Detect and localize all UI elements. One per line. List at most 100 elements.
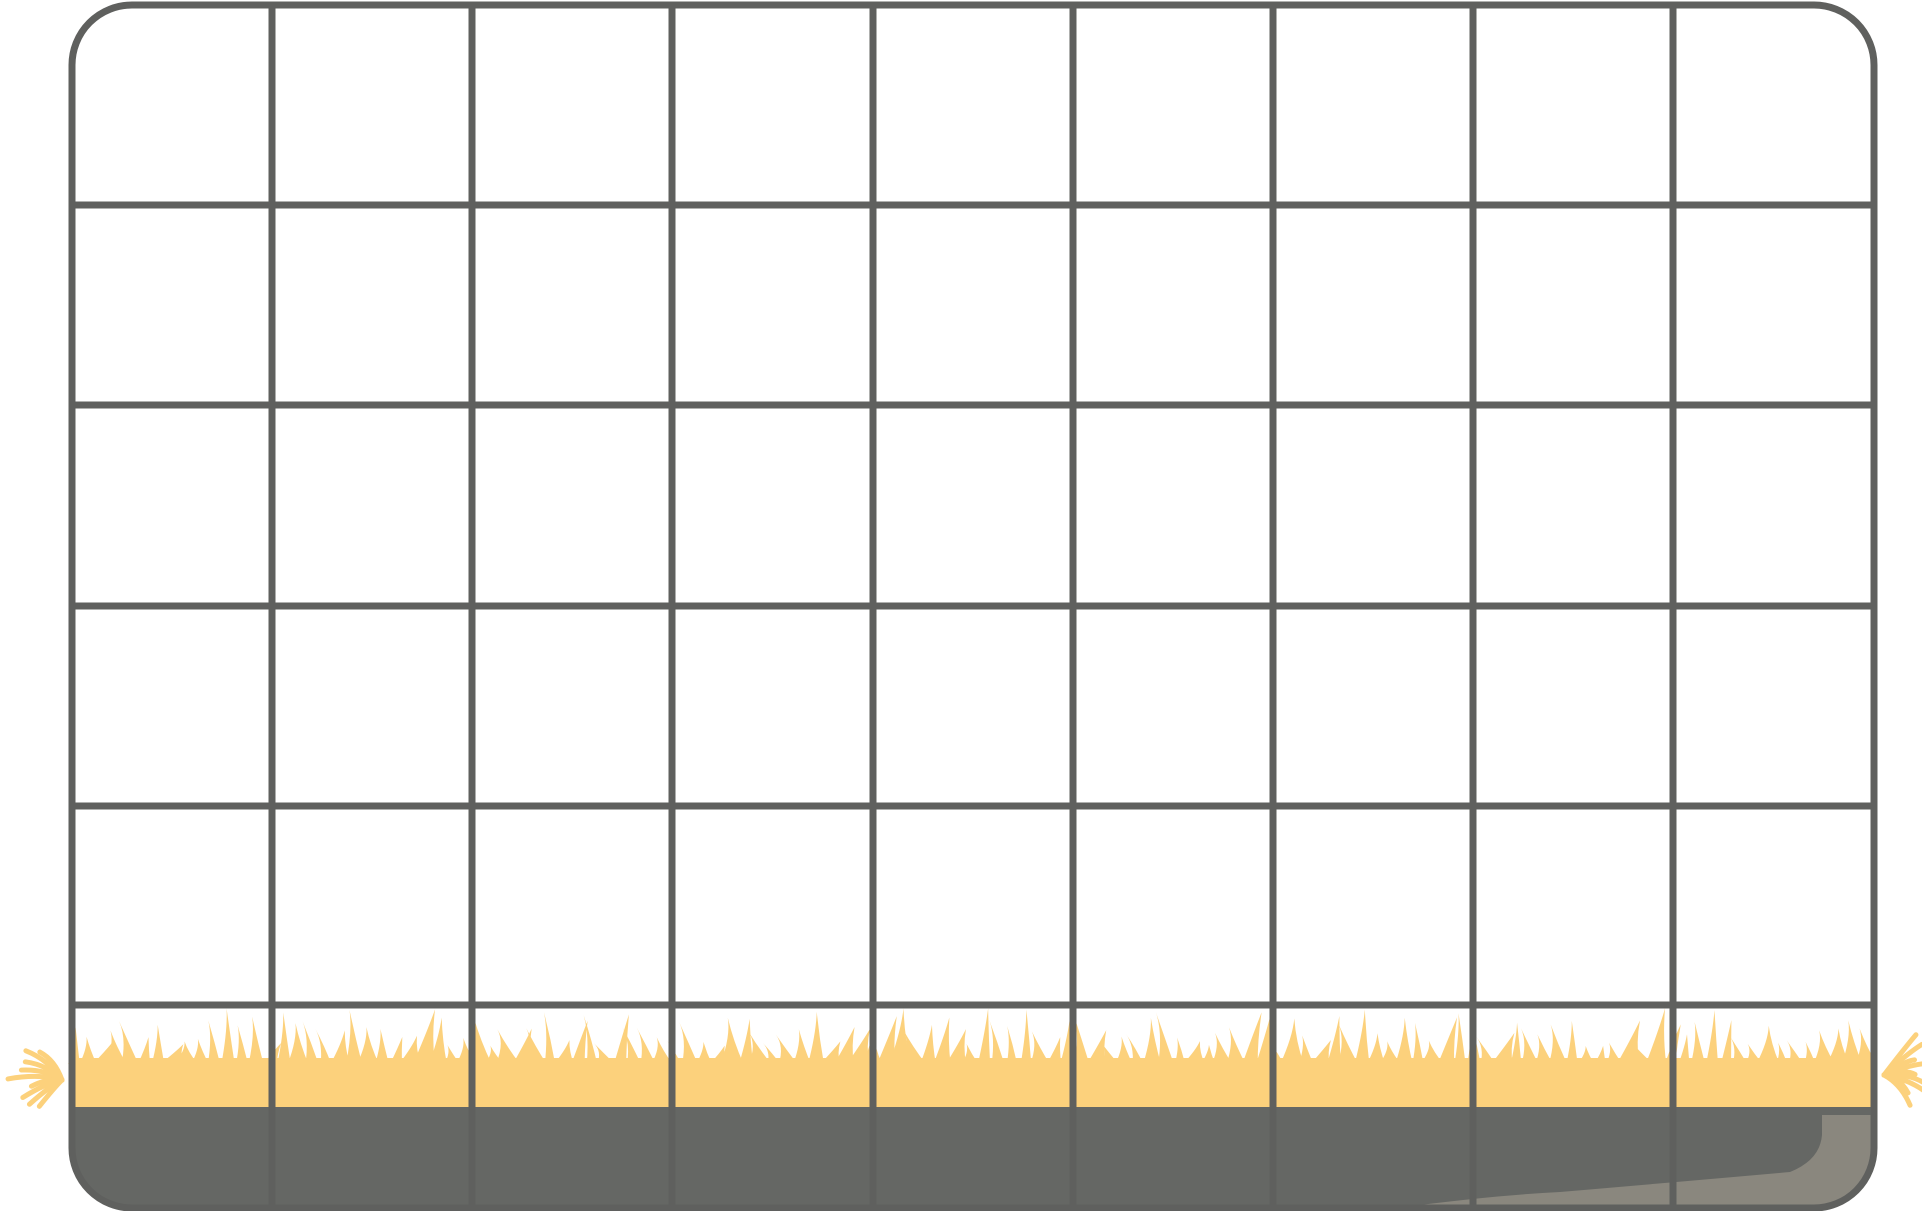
grass-blade [1354,1009,1370,1064]
ground-layer [72,1105,1874,1208]
grass-blade [793,1029,811,1064]
grass-blade [1454,1013,1466,1064]
grass-blade [679,1022,698,1064]
grass-blade [191,1038,209,1064]
grass-blade [889,1008,911,1064]
grass-blade [412,1009,436,1064]
grass-blade [622,1027,641,1064]
grass-blade [846,1028,871,1064]
fence-frame [68,1,1878,1211]
grass-blade [302,1021,319,1064]
grass-blade [1298,1035,1314,1064]
grass-blade [1367,1033,1385,1064]
grass-blade [1720,1020,1732,1064]
grass-blade [1476,1036,1496,1064]
grass-blade [390,1037,403,1064]
grass-blade [593,1042,615,1064]
grass-blade [525,1028,547,1064]
grass-blade [1678,1034,1690,1064]
grass-blade [1087,1030,1107,1064]
grass-blade [1841,1020,1863,1064]
grass-blade [1645,1008,1667,1064]
grass-edge-blade [1881,1072,1913,1108]
grass-blade [902,1029,926,1064]
grass-blade [287,1023,309,1064]
grass-blade [583,1014,598,1064]
grass-blade [1226,1027,1246,1064]
grass-blade [1826,1028,1850,1064]
grass-blade [1566,1020,1578,1064]
grass-blade [207,1020,221,1064]
grass-blade [330,1030,350,1064]
grid-lines [72,5,1874,1208]
grass-blade [1046,1037,1062,1064]
grass-blade [1310,1039,1331,1064]
grass-blade [221,1008,235,1064]
grass-blade [444,1045,460,1064]
grass-blade [137,1037,151,1064]
grass-blade [945,1029,967,1064]
grass-blade [651,1037,673,1064]
grass-blade [1577,1045,1595,1064]
grass-blade [989,1020,1005,1064]
grass-blade [79,1036,97,1064]
grass-blade [1073,1014,1090,1064]
grass-blade [1756,1025,1780,1064]
grass-blade [160,1044,184,1064]
grass-blade [1115,1036,1133,1064]
grass-blade [834,1027,855,1064]
grass-blade [174,1041,198,1064]
grass-blade [775,1034,798,1064]
grass-blade [105,1030,127,1064]
grass-blade [1379,1041,1401,1064]
grass-blade [808,1011,824,1064]
grass-blade [1437,1017,1458,1064]
grass-blade [1594,1045,1606,1064]
grass-blade [512,1028,532,1064]
grass-blade [1776,1042,1788,1064]
grass-blade [345,1009,363,1064]
grass-blade [1813,1030,1835,1064]
grass-band [72,1058,1874,1107]
grass-blade [429,1017,447,1064]
grass-blade [739,1018,753,1064]
grass-blade [235,1025,249,1064]
grass-blade [277,1012,291,1064]
grass-blade [571,1020,588,1064]
grass-blade [748,1032,772,1064]
grass-blade [820,1041,841,1064]
grass-blade [762,1042,781,1064]
grass-blade [1786,1040,1804,1064]
grass-blade [1629,1039,1653,1064]
grass-blade [1491,1032,1515,1064]
grass-blade [1605,1042,1623,1064]
grass-blade [398,1035,422,1064]
grass-layer [5,1008,1922,1109]
grass-blade [248,1016,264,1064]
grass-blade [933,1017,951,1064]
grass-blade [1101,1042,1119,1064]
grass-blade [613,1014,629,1064]
grass-blade [1745,1043,1763,1064]
grass-blade [1705,1009,1719,1064]
grass-blade [920,1024,936,1064]
grass-blade [1256,1010,1272,1064]
grass-blade [1412,1022,1424,1064]
grass-blade [357,1027,379,1064]
grass-blade [1690,1022,1706,1064]
grass-blade [315,1028,332,1064]
grass-blade [1535,1034,1553,1064]
grass-blade [1183,1041,1205,1064]
grass-blade [375,1028,389,1064]
grass-blade [1280,1018,1304,1064]
grass-blade [1420,1040,1444,1064]
grass-blade [977,1008,991,1064]
grass-blade [1548,1024,1568,1064]
grass-blade [1020,1009,1032,1064]
grass-blade [118,1021,139,1064]
grass-blade [1242,1012,1262,1064]
grass-blade [636,1027,656,1064]
grass-blade [1521,1028,1539,1064]
grass-blade [720,1017,744,1064]
grass-blade [1211,1032,1233,1064]
